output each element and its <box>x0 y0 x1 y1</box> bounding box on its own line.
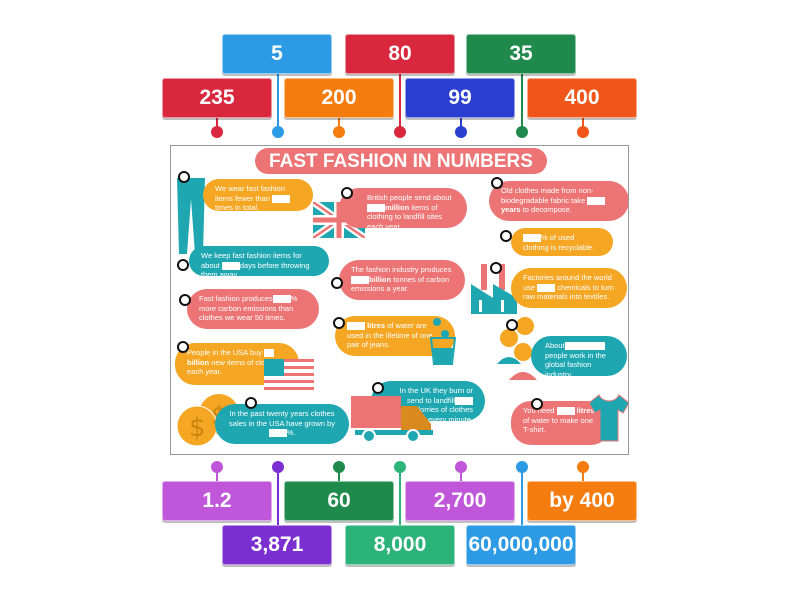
usa-flag-icon <box>264 359 314 393</box>
fact-bubble: The fashion industry produces billion to… <box>339 260 465 300</box>
connector-line <box>521 74 523 132</box>
pin <box>455 126 467 138</box>
fact-bubble: Factories around the world use chemicals… <box>511 268 627 308</box>
connector-line <box>582 467 584 481</box>
fact-bubble: Fast fashion produces% more carbon emiss… <box>187 289 319 329</box>
pin <box>577 461 589 473</box>
people-icon <box>497 317 537 380</box>
pin <box>455 461 467 473</box>
connector-line <box>338 118 340 132</box>
connector-line <box>460 467 462 481</box>
pin <box>211 126 223 138</box>
answer-tile[interactable]: 99 <box>405 78 515 118</box>
pin <box>394 461 406 473</box>
answer-tile[interactable]: 35 <box>466 34 576 74</box>
fact-bubble: We keep fast fashion items for about day… <box>189 246 329 279</box>
pin <box>577 126 589 138</box>
fact-bubble: % of used clothing is recyclable. <box>511 228 613 256</box>
answer-tile[interactable]: 1.2 <box>162 481 272 521</box>
drop-target[interactable] <box>333 317 345 329</box>
connector-line <box>582 118 584 132</box>
answer-tile[interactable]: 200 <box>284 78 394 118</box>
svg-text:$: $ <box>189 413 206 443</box>
pin <box>516 461 528 473</box>
connector-line <box>216 467 218 481</box>
drop-target[interactable] <box>331 277 343 289</box>
answer-tile[interactable]: 8,000 <box>345 525 455 565</box>
fact-bubble: In the past twenty years clothes sales i… <box>215 404 349 444</box>
pin <box>333 126 345 138</box>
drop-zone[interactable] <box>272 194 291 203</box>
drop-target[interactable] <box>500 230 512 242</box>
answer-tile[interactable]: 3,871 <box>222 525 332 565</box>
pin <box>211 461 223 473</box>
fact-bubble: About people work in the global fashion … <box>531 336 627 379</box>
connector-line <box>521 467 523 525</box>
drop-target[interactable] <box>506 319 518 331</box>
answer-tile[interactable]: by 400 <box>527 481 637 521</box>
drop-target[interactable] <box>178 171 190 183</box>
tshirt-icon <box>588 394 628 442</box>
drop-target[interactable] <box>341 187 353 199</box>
pin <box>516 126 528 138</box>
answer-tile[interactable]: 235 <box>162 78 272 118</box>
drop-target[interactable] <box>490 262 502 274</box>
answer-tile[interactable]: 400 <box>527 78 637 118</box>
drop-target[interactable] <box>372 382 384 394</box>
answer-tile[interactable]: 60,000,000 <box>466 525 576 565</box>
pin <box>272 126 284 138</box>
fact-bubble: We wear fast fashion items fewer than ti… <box>203 179 313 212</box>
connector-line <box>277 74 279 132</box>
connector-line <box>399 467 401 525</box>
water-glass-icon <box>429 318 457 365</box>
infographic: FAST FASHION IN NUMBERS We wear fast fas… <box>170 145 629 455</box>
truck-icon <box>351 396 433 443</box>
drop-target[interactable] <box>179 294 191 306</box>
fact-bubble: British people send about million items … <box>339 188 467 231</box>
factory-icon <box>471 264 517 314</box>
connector-line <box>216 118 218 132</box>
drop-target[interactable] <box>177 341 189 353</box>
answer-tile[interactable]: 60 <box>284 481 394 521</box>
fact-bubble: Old clothes made from non-biodegradable … <box>489 181 628 221</box>
connector-line <box>460 118 462 132</box>
connector-line <box>399 74 401 132</box>
drop-target[interactable] <box>245 397 257 409</box>
jeans-icon <box>177 178 205 254</box>
drop-target[interactable] <box>177 259 189 271</box>
pin <box>394 126 406 138</box>
pin <box>333 461 345 473</box>
drop-target[interactable] <box>531 398 543 410</box>
drop-target[interactable] <box>491 177 503 189</box>
answer-tile[interactable]: 80 <box>345 34 455 74</box>
answer-tile[interactable]: 2,700 <box>405 481 515 521</box>
infographic-title: FAST FASHION IN NUMBERS <box>255 148 547 174</box>
answer-tile[interactable]: 5 <box>222 34 332 74</box>
connector-line <box>338 467 340 481</box>
connector-line <box>277 467 279 525</box>
pin <box>272 461 284 473</box>
